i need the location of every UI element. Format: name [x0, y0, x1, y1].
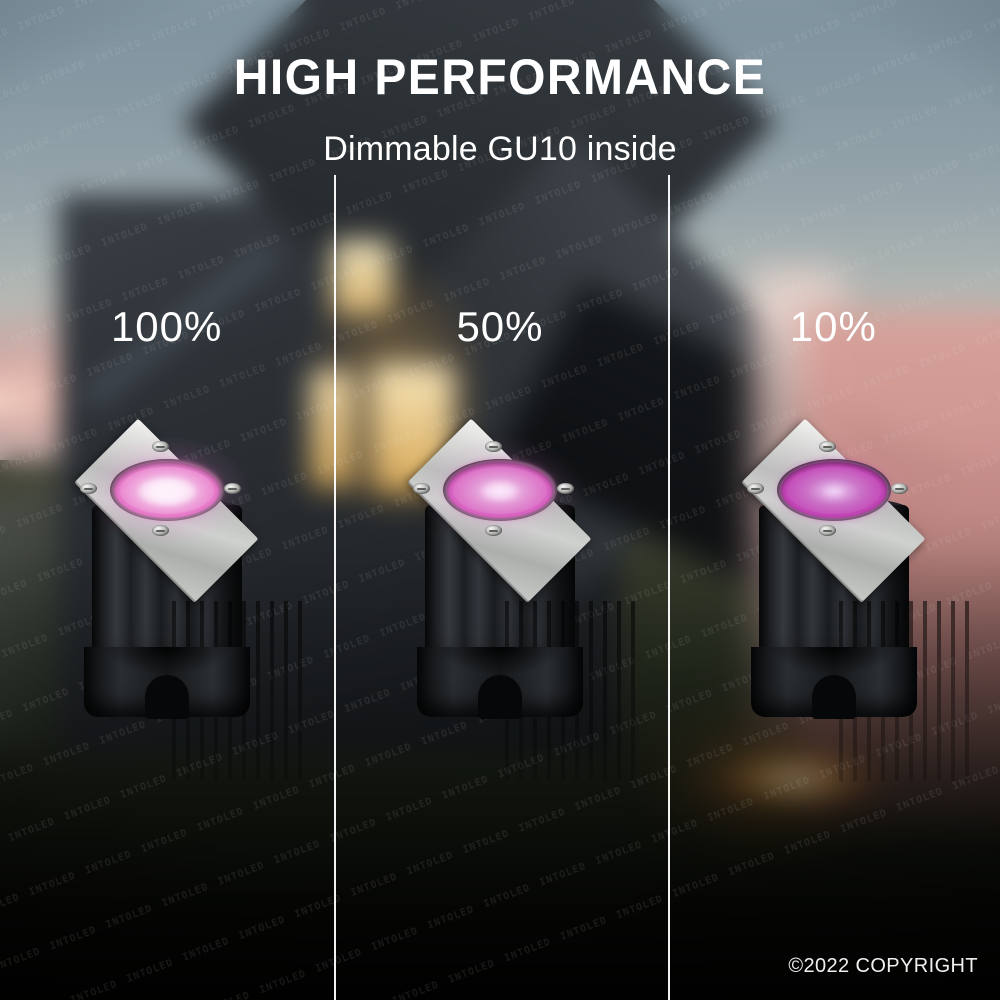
- brightness-label-10: 10%: [789, 303, 877, 350]
- body-rib: [964, 601, 969, 781]
- brightness-label-100: 100%: [110, 303, 223, 350]
- body-rib: [936, 601, 941, 781]
- body-rib: [950, 601, 955, 781]
- screw-left: [80, 483, 97, 494]
- fixture-base-rim: [84, 647, 250, 719]
- screw-left: [746, 483, 764, 494]
- faceplate-assembly: [693, 415, 973, 611]
- ground-spot-fixture-50: [359, 415, 639, 781]
- ground-spot-fixture-10: [693, 415, 973, 781]
- screw-bottom: [818, 525, 836, 536]
- page-subtitle: Dimmable GU10 inside: [323, 130, 677, 168]
- faceplate-assembly: [26, 415, 306, 611]
- faceplate-assembly: [359, 415, 639, 611]
- screw-right: [224, 483, 241, 494]
- lens-hotspot: [822, 485, 845, 497]
- copyright-notice: ©2022 COPYRIGHT: [788, 955, 978, 977]
- fixture-base-rim: [750, 647, 917, 719]
- screw-top: [485, 441, 503, 452]
- body-rib: [603, 601, 608, 781]
- page-title: HIGH PERFORMANCE: [233, 49, 767, 105]
- body-rib: [270, 601, 274, 781]
- screw-top: [152, 441, 169, 452]
- lens-hotspot: [138, 476, 196, 506]
- body-rib: [922, 601, 927, 781]
- body-rib: [617, 601, 622, 781]
- body-rib: [298, 601, 302, 781]
- ground-spot-fixture-100: [26, 415, 306, 781]
- screw-top: [818, 441, 836, 452]
- body-rib: [631, 601, 636, 781]
- body-rib: [256, 601, 260, 781]
- lens-glass: [786, 467, 881, 514]
- lens-hotspot: [482, 482, 519, 500]
- screw-right: [890, 483, 908, 494]
- screw-bottom: [152, 525, 169, 536]
- screw-bottom: [485, 525, 503, 536]
- brightness-label-50: 50%: [456, 303, 544, 350]
- panel-divider-left: [334, 175, 336, 1000]
- fixture-base-rim: [417, 647, 584, 719]
- screw-right: [557, 483, 575, 494]
- body-rib: [284, 601, 288, 781]
- screw-left: [413, 483, 431, 494]
- panel-divider-right: [668, 175, 670, 1000]
- body-rib: [589, 601, 594, 781]
